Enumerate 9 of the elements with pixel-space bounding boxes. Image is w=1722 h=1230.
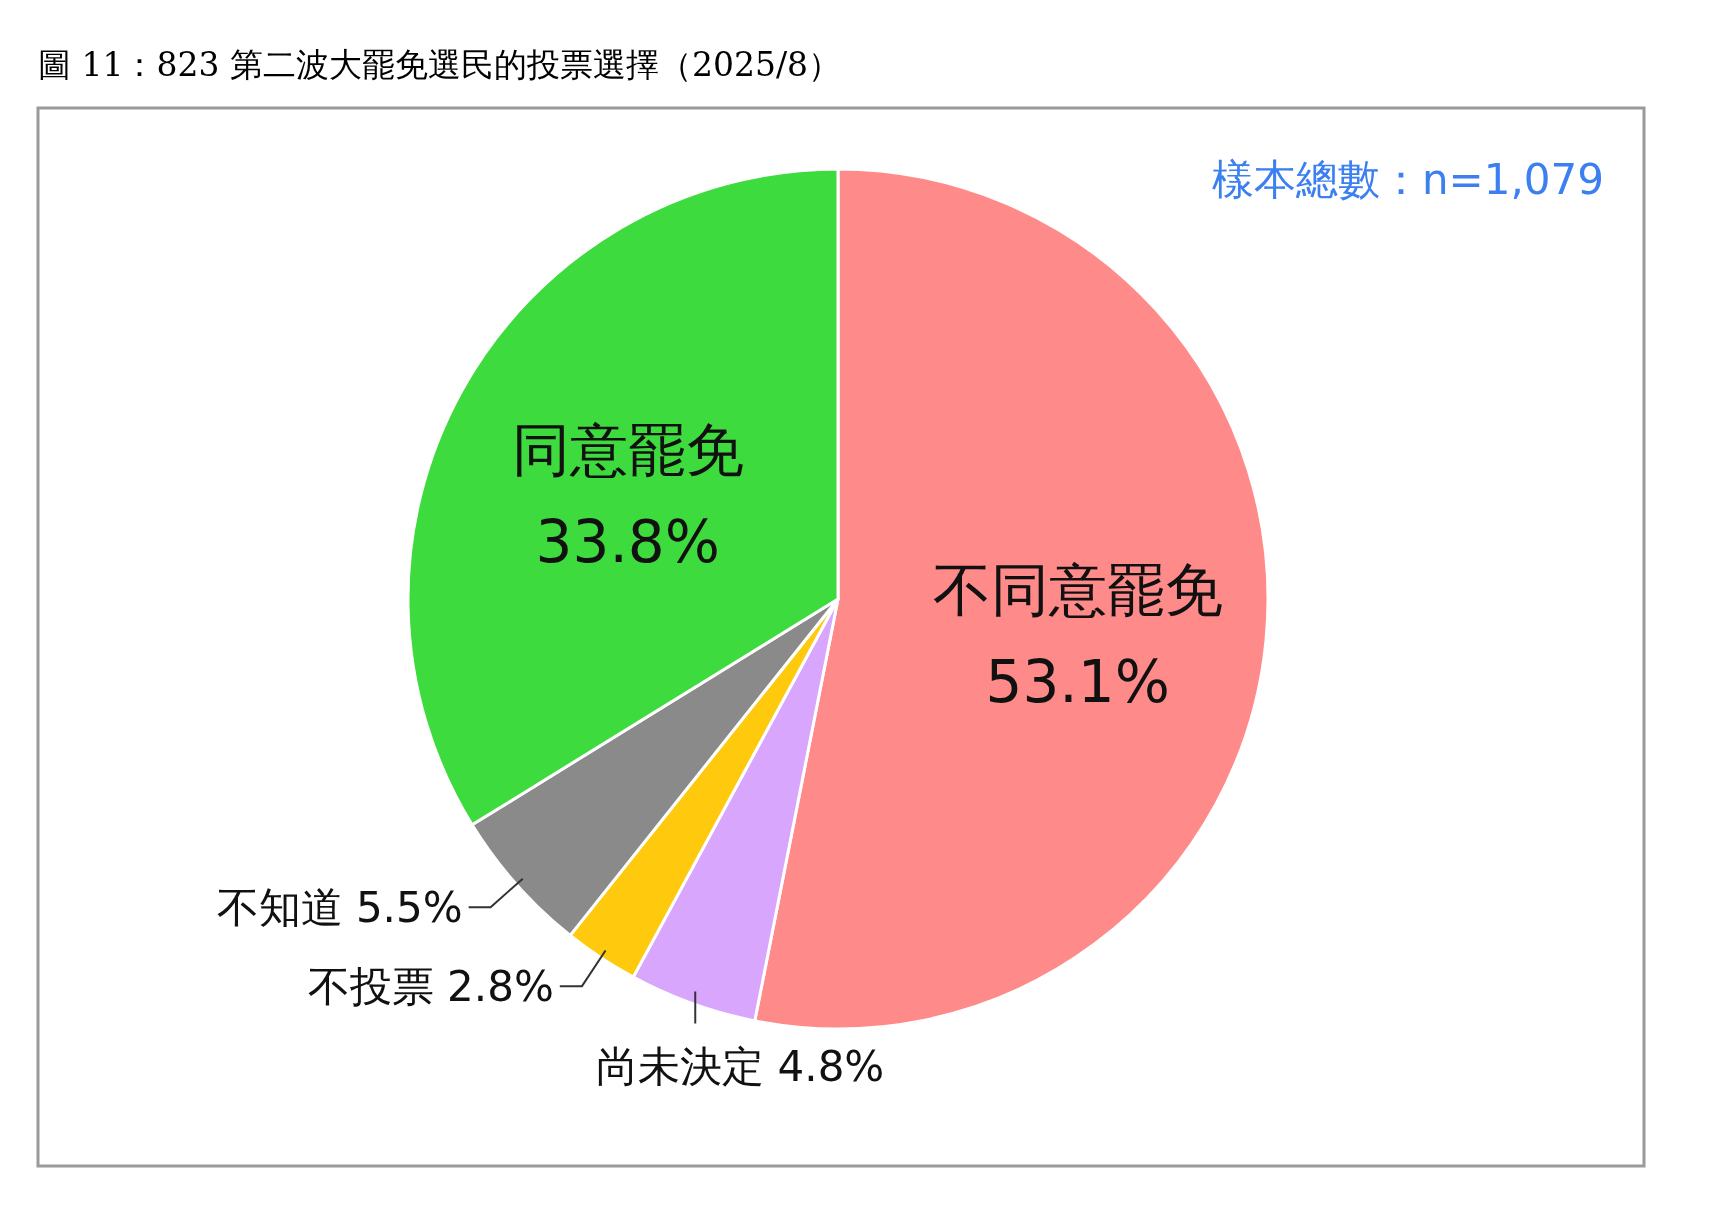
chart-title: 圖 11：823 第二波大罷免選民的投票選擇（2025/8）: [38, 45, 842, 84]
data-label: 33.8%: [535, 507, 720, 576]
slice-label: 尚未決定 4.8%: [596, 1042, 885, 1092]
slice-label: 不投票 2.8%: [307, 962, 554, 1012]
slice-label: 同意罷免: [511, 415, 744, 484]
text: 樣本總數：n=1,079: [1211, 155, 1604, 204]
data-label: 53.1%: [985, 648, 1170, 717]
slice-label: 不同意罷免: [932, 556, 1223, 625]
slice-label: 不知道 5.5%: [216, 883, 463, 933]
